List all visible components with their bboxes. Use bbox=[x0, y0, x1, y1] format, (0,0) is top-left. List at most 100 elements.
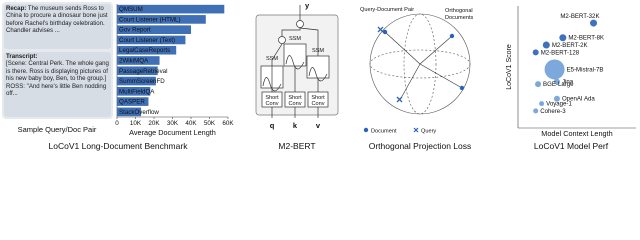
bar bbox=[117, 76, 156, 86]
point-label: M2-BERT-32K bbox=[560, 13, 599, 20]
query-point bbox=[377, 26, 384, 33]
bar-label: Gov Report bbox=[119, 27, 151, 34]
point-label: Cohere-3 bbox=[540, 108, 566, 115]
sample-caption: Sample Query/Doc Pair bbox=[18, 125, 97, 134]
point bbox=[559, 34, 567, 42]
diagram-caption: M2-BERT bbox=[278, 141, 315, 151]
bar-label: SummScreenFD bbox=[119, 78, 165, 85]
ssm-label: SSM bbox=[266, 56, 278, 62]
x-tick-label: 10K bbox=[130, 120, 142, 127]
transcript: Transcript: [Scene: Central Perk. The who… bbox=[6, 53, 110, 97]
bar-label: 2WikiMQA bbox=[119, 58, 149, 65]
point-label: BGE-Large bbox=[543, 81, 574, 88]
point bbox=[532, 49, 539, 56]
ssm-curve bbox=[285, 55, 305, 70]
recap-text: The museum sends Ross to China to procur… bbox=[6, 5, 108, 35]
m2bert-diagram bbox=[255, 5, 339, 118]
point-label: M2-BERT-8K bbox=[568, 35, 604, 42]
vector bbox=[419, 35, 453, 65]
bar bbox=[117, 97, 149, 106]
bar bbox=[117, 87, 151, 96]
multiply-node bbox=[296, 20, 304, 28]
recap-label: Recap: bbox=[6, 5, 27, 12]
point-label: Voyage-1 bbox=[546, 101, 572, 108]
short-conv-label: Conv bbox=[311, 101, 324, 107]
point bbox=[542, 41, 550, 49]
wire bbox=[299, 27, 319, 62]
legend-document-marker bbox=[363, 127, 369, 133]
short-conv-label: Short bbox=[311, 95, 325, 101]
bar bbox=[117, 4, 225, 14]
legend-query-marker bbox=[413, 127, 419, 133]
chart-title: LoCoV1 Model Perf bbox=[534, 141, 609, 151]
x-tick-label: 50K bbox=[204, 120, 216, 127]
short-conv-label: Conv bbox=[288, 101, 301, 107]
sphere bbox=[363, 13, 471, 133]
x-axis-title: Model Context Length bbox=[541, 129, 612, 138]
input-label: q bbox=[270, 121, 275, 130]
document-point bbox=[382, 29, 388, 35]
bar-label: QASPER bbox=[119, 99, 145, 106]
meridian bbox=[403, 13, 437, 115]
point bbox=[539, 101, 545, 107]
point bbox=[553, 95, 560, 102]
wire bbox=[281, 28, 301, 36]
bar bbox=[117, 66, 158, 76]
x-tick-label: 60K bbox=[222, 120, 234, 127]
short-conv-label: Conv bbox=[265, 101, 278, 107]
bar bbox=[117, 25, 191, 34]
legend-query: Query bbox=[421, 129, 436, 135]
transcript-fo: Transcript:[Scene: Central Perk. The who… bbox=[6, 53, 110, 97]
recap: Recap: The museum sends Ross to China to… bbox=[6, 5, 110, 35]
bar-label: Court Listener (HTML) bbox=[119, 16, 181, 23]
point-label: E5-Mistral-7B bbox=[567, 66, 604, 73]
recap-box bbox=[4, 4, 111, 49]
point bbox=[553, 78, 560, 85]
point bbox=[544, 59, 565, 80]
query-point bbox=[396, 96, 403, 103]
point-label: Jina bbox=[562, 79, 574, 86]
ssm-label: SSM bbox=[289, 36, 301, 42]
bar bbox=[117, 35, 186, 45]
orth-label: Orthogonal bbox=[445, 8, 473, 14]
point-label: M2-BERT-128 bbox=[541, 49, 580, 56]
recap-fo: Recap: The museum sends Ross to China to… bbox=[6, 5, 110, 35]
input-label: k bbox=[293, 121, 298, 130]
transcript-text: [Scene: Central Perk. The whole gang is … bbox=[6, 60, 109, 98]
transcript-label: Transcript: bbox=[6, 53, 38, 60]
bar-label: PassageRetrieval bbox=[119, 68, 168, 75]
x-tick-label: 20K bbox=[148, 120, 160, 127]
bar-label: MultiFieldQA bbox=[119, 88, 155, 95]
bar-label: LegalCaseReports bbox=[119, 47, 170, 54]
document-point bbox=[459, 85, 465, 91]
x-tick-label: 0 bbox=[115, 120, 119, 127]
point-label: M2-BERT-2K bbox=[552, 42, 588, 49]
ssm-box bbox=[306, 55, 330, 79]
ssm-curve bbox=[262, 77, 282, 92]
x-tick-label: 30K bbox=[167, 120, 179, 127]
x-axis-title: Average Document Length bbox=[129, 128, 216, 137]
bar-label: StackOverflow bbox=[119, 109, 159, 116]
document-point bbox=[449, 33, 455, 39]
charts: 0 10K 20K 30K 40K 50K 60K Average Document Leng… bbox=[115, 4, 636, 151]
page: { "sample": { "caption": "Sample Query/D… bbox=[2, 1, 636, 151]
ssm-label: SSM bbox=[312, 48, 324, 54]
diagram-output: y bbox=[305, 1, 310, 10]
bar bbox=[117, 45, 177, 55]
legend-document: Document bbox=[371, 129, 397, 135]
figure: Recap: The museum sends Ross to China to… bbox=[2, 1, 636, 151]
y-axis-title: LoCoV1 Score bbox=[506, 44, 513, 90]
pair-label: Query-Document Pair bbox=[360, 7, 414, 13]
bar bbox=[117, 15, 206, 24]
equator bbox=[369, 49, 471, 79]
bar bbox=[117, 107, 142, 117]
benchmark-title: LoCoV1 Long-Document Benchmark bbox=[49, 141, 189, 151]
vector bbox=[384, 31, 421, 65]
bar bbox=[117, 56, 160, 65]
bar-label: Court Listener (Text) bbox=[119, 37, 175, 44]
short-conv-label: Short bbox=[265, 95, 279, 101]
point bbox=[535, 81, 542, 88]
ssm-curve bbox=[308, 67, 328, 82]
point bbox=[533, 108, 539, 114]
short-conv-label: Short bbox=[288, 95, 302, 101]
